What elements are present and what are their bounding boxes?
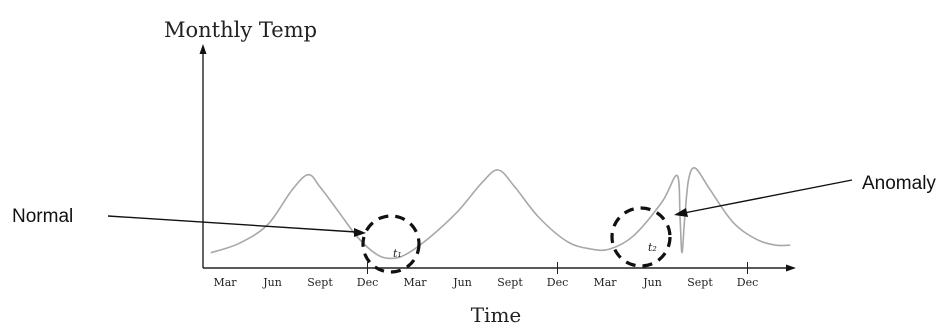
anomaly-marker-circle <box>610 206 672 268</box>
normal-arrow-line <box>107 215 357 233</box>
series-line-0 <box>210 167 791 260</box>
x-tick-label: Dec <box>737 276 759 289</box>
x-tick-label: Sept <box>497 276 523 289</box>
x-tick-label: Jun <box>452 276 472 289</box>
x-tick-label: Mar <box>593 276 617 289</box>
x-ticks: Mar Jun Sept Dec Mar Jun Sept Dec Mar Jun Sept Dec <box>213 262 758 289</box>
annotation-t1-label: t₁ <box>393 247 402 260</box>
series-group <box>210 167 791 260</box>
annotation-t2-label: t₂ <box>648 241 657 254</box>
y-axis-label: Monthly Temp <box>164 18 317 42</box>
normal-arrow-head <box>354 228 366 237</box>
x-tick-label: Sept <box>687 276 713 289</box>
x-tick-label: Mar <box>213 276 237 289</box>
x-axis-label: Time <box>471 303 522 327</box>
anomaly-callout-label: Anomaly <box>862 173 936 194</box>
x-tick-label: Jun <box>262 276 282 289</box>
x-axis-arrow <box>786 264 796 272</box>
x-tick-label: Dec <box>357 276 379 289</box>
normal-marker-circle <box>361 214 421 274</box>
x-tick-label: Mar <box>403 276 427 289</box>
anomaly-arrow-line <box>683 179 853 214</box>
normal-callout-label: Normal <box>12 206 73 227</box>
y-axis-arrow <box>199 44 207 54</box>
anomaly-arrow-head <box>674 208 688 217</box>
x-tick-label: Sept <box>307 276 333 289</box>
x-tick-label: Dec <box>547 276 569 289</box>
x-tick-label: Jun <box>642 276 662 289</box>
